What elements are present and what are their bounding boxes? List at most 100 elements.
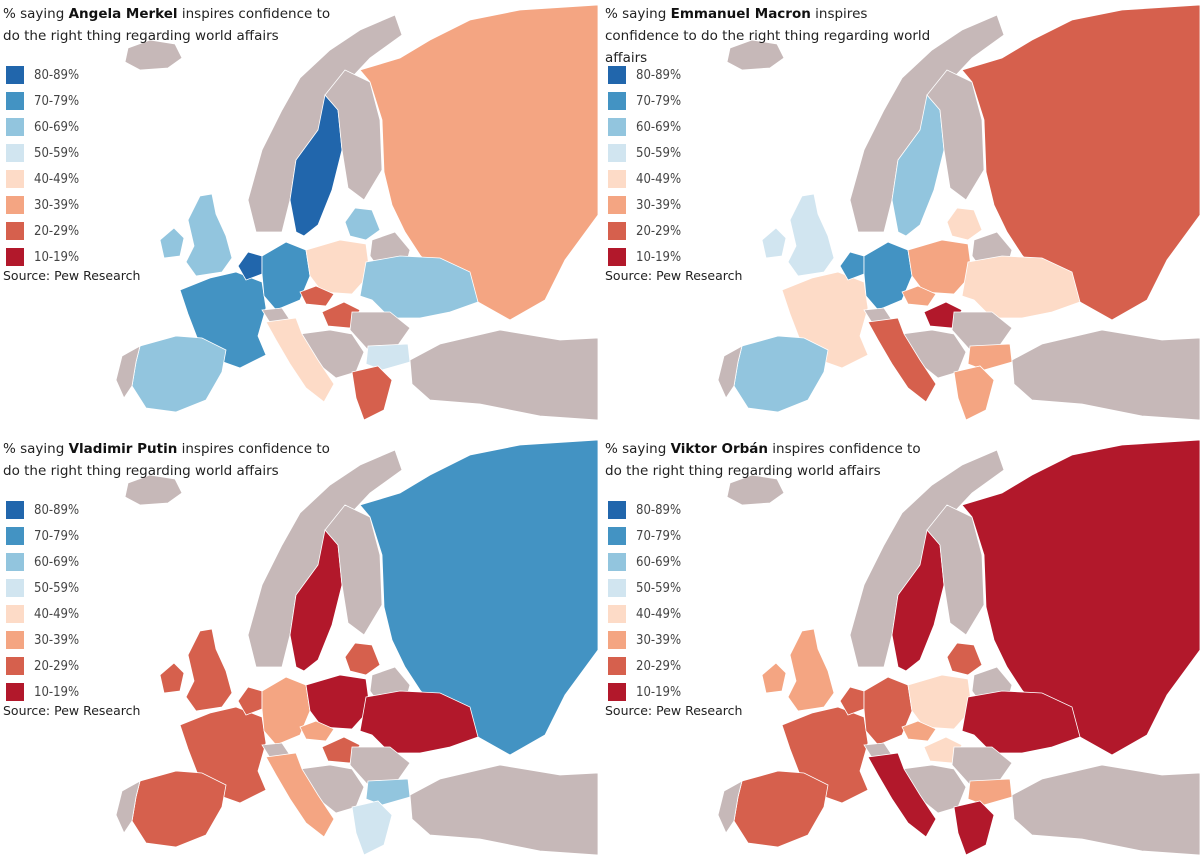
legend-swatch: [608, 118, 626, 136]
legend-item: 70-79%: [6, 523, 79, 549]
region-baltics: [946, 207, 983, 241]
legend-label: 50-59%: [636, 580, 682, 596]
legend-item: 20-29%: [608, 218, 681, 244]
region-ukraine: [359, 255, 479, 319]
title-prefix: % saying: [605, 441, 671, 457]
legend-label: 70-79%: [636, 528, 682, 544]
source-note: Source: Pew Research: [605, 268, 743, 283]
legend-label: 20-29%: [34, 658, 80, 674]
legend-swatch: [608, 501, 626, 519]
region-baltics: [946, 642, 983, 676]
legend-item: 50-59%: [608, 140, 681, 166]
title-prefix: % saying: [3, 441, 69, 457]
source-note: Source: Pew Research: [3, 268, 141, 283]
legend-item: 40-49%: [608, 601, 681, 627]
region-czechia: [901, 720, 937, 742]
region-bulgaria: [967, 778, 1013, 806]
region-czechia: [901, 285, 937, 307]
europe-map: [115, 4, 598, 421]
legend-item: 20-29%: [6, 653, 79, 679]
region-ireland: [761, 662, 787, 694]
region-russia: [961, 4, 1200, 321]
region-ireland: [761, 227, 787, 259]
leader-name: Angela Merkel: [68, 6, 178, 22]
region-ireland: [159, 662, 185, 694]
legend: 80-89% 70-79% 60-69% 50-59% 40-49% 30-39% 20-2…: [6, 497, 79, 705]
legend-label: 30-39%: [636, 197, 682, 213]
region-turkey: [1011, 329, 1200, 421]
legend-label: 40-49%: [636, 171, 682, 187]
region-finland: [926, 69, 985, 201]
legend-item: 80-89%: [6, 62, 79, 88]
region-uk: [185, 193, 233, 277]
legend-label: 80-89%: [636, 502, 682, 518]
legend-swatch: [6, 170, 24, 188]
legend-item: 70-79%: [608, 88, 681, 114]
legend-item: 80-89%: [608, 62, 681, 88]
region-germany: [261, 676, 311, 746]
legend-swatch: [608, 553, 626, 571]
legend-item: 30-39%: [6, 192, 79, 218]
region-bulgaria: [365, 343, 411, 371]
legend-item: 60-69%: [6, 114, 79, 140]
region-greece: [351, 365, 393, 421]
legend-swatch: [608, 605, 626, 623]
legend-item: 10-19%: [608, 244, 681, 270]
merkel-map-panel: % saying Angela Merkel inspires confiden…: [0, 0, 598, 432]
legend-label: 40-49%: [34, 606, 80, 622]
legend-swatch: [608, 579, 626, 597]
legend-item: 30-39%: [608, 192, 681, 218]
region-turkey: [409, 764, 598, 856]
region-italy: [867, 317, 937, 403]
region-ukraine: [359, 690, 479, 754]
title-suffix: inspires confidence to do the right thin…: [3, 6, 331, 44]
legend-label: 20-29%: [636, 223, 682, 239]
legend: 80-89% 70-79% 60-69% 50-59% 40-49% 30-39% 20-2…: [6, 62, 79, 270]
region-baltics: [344, 642, 381, 676]
legend-item: 30-39%: [6, 627, 79, 653]
leader-name: Emmanuel Macron: [670, 6, 811, 22]
leader-name: Viktor Orbán: [670, 441, 769, 457]
region-baltics: [344, 207, 381, 241]
legend-label: 60-69%: [34, 554, 80, 570]
region-germany: [863, 241, 913, 311]
region-poland: [305, 674, 371, 730]
region-italy: [265, 752, 335, 838]
legend-swatch: [608, 222, 626, 240]
legend-item: 50-59%: [608, 575, 681, 601]
legend-item: 50-59%: [6, 140, 79, 166]
macron-map-panel: % saying Emmanuel Macron inspires confid…: [602, 0, 1200, 432]
region-poland: [305, 239, 371, 295]
region-uk: [787, 628, 835, 712]
legend-item: 30-39%: [608, 627, 681, 653]
source-note: Source: Pew Research: [3, 703, 141, 718]
legend-swatch: [608, 92, 626, 110]
legend-swatch: [6, 248, 24, 266]
legend-item: 40-49%: [6, 166, 79, 192]
legend-label: 30-39%: [34, 632, 80, 648]
legend-label: 40-49%: [636, 606, 682, 622]
map-title: % saying Viktor Orbán inspires confidenc…: [605, 438, 935, 482]
legend-swatch: [608, 66, 626, 84]
putin-map-panel: % saying Vladimir Putin inspires confide…: [0, 435, 598, 867]
legend-swatch: [6, 196, 24, 214]
region-greece: [953, 800, 995, 856]
title-prefix: % saying: [3, 6, 69, 22]
region-poland: [907, 674, 973, 730]
orban-map-panel: % saying Viktor Orbán inspires confidenc…: [602, 435, 1200, 867]
legend-swatch: [6, 605, 24, 623]
legend-item: 70-79%: [608, 523, 681, 549]
legend-swatch: [608, 657, 626, 675]
region-germany: [863, 676, 913, 746]
region-italy: [867, 752, 937, 838]
legend-item: 10-19%: [6, 679, 79, 705]
legend-item: 40-49%: [608, 166, 681, 192]
region-spain: [733, 770, 829, 848]
legend-item: 70-79%: [6, 88, 79, 114]
legend-item: 80-89%: [6, 497, 79, 523]
region-czechia: [299, 285, 335, 307]
legend-label: 80-89%: [636, 67, 682, 83]
title-suffix: inspires confidence to do the right thin…: [605, 6, 931, 66]
legend-label: 30-39%: [34, 197, 80, 213]
region-portugal: [115, 780, 141, 834]
